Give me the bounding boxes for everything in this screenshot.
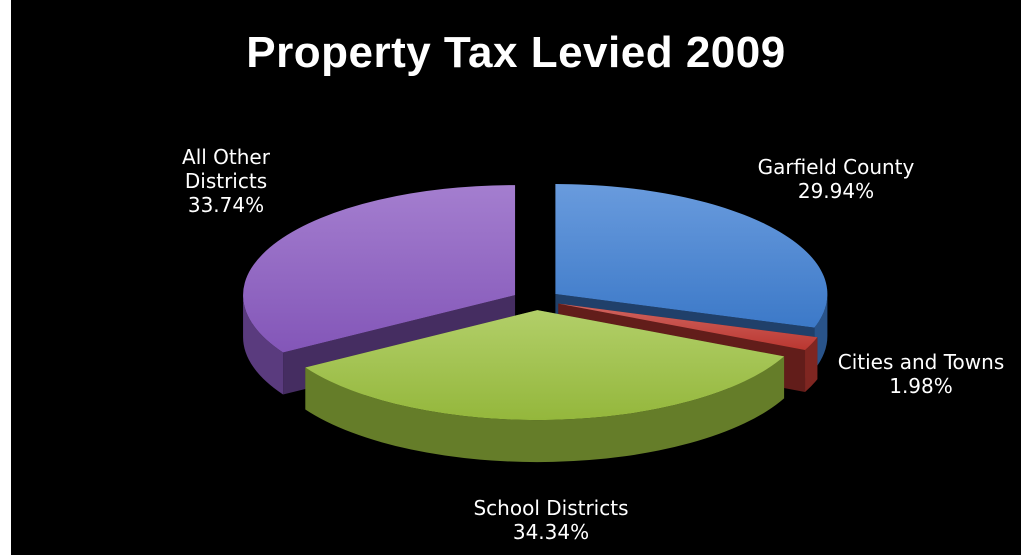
slice-cities-side <box>805 337 818 393</box>
slice-other-top <box>243 185 516 353</box>
chart-title: Property Tax Levied 2009 <box>246 28 786 77</box>
chart-background: Property Tax Levied 2009 All Other Distr… <box>11 0 1021 555</box>
slice-school-top <box>305 310 785 421</box>
label-cities-value: 1.98% <box>889 374 953 398</box>
slice-garfield-top <box>555 184 828 328</box>
label-school-name: School Districts <box>473 496 629 520</box>
pie-chart <box>243 184 828 463</box>
slice-other-side <box>243 295 284 395</box>
slice-school <box>305 310 785 463</box>
label-school-value: 34.34% <box>512 520 590 544</box>
label-garfield: Garfield County 29.94% <box>726 155 946 203</box>
label-other-name-2: Districts <box>184 169 268 193</box>
label-other: All Other Districts 33.74% <box>161 145 291 217</box>
slice-garfield-side <box>814 294 828 370</box>
label-other-name-1: All Other <box>182 145 270 169</box>
label-school: School Districts 34.34% <box>451 496 651 544</box>
label-garfield-value: 29.94% <box>797 179 875 203</box>
slice-school-side <box>305 356 785 463</box>
label-cities-name: Cities and Towns <box>837 350 1005 374</box>
label-cities: Cities and Towns 1.98% <box>821 350 1021 398</box>
label-garfield-name: Garfield County <box>757 155 915 179</box>
label-other-value: 33.74% <box>187 193 265 217</box>
slice-cities-top <box>558 303 818 351</box>
